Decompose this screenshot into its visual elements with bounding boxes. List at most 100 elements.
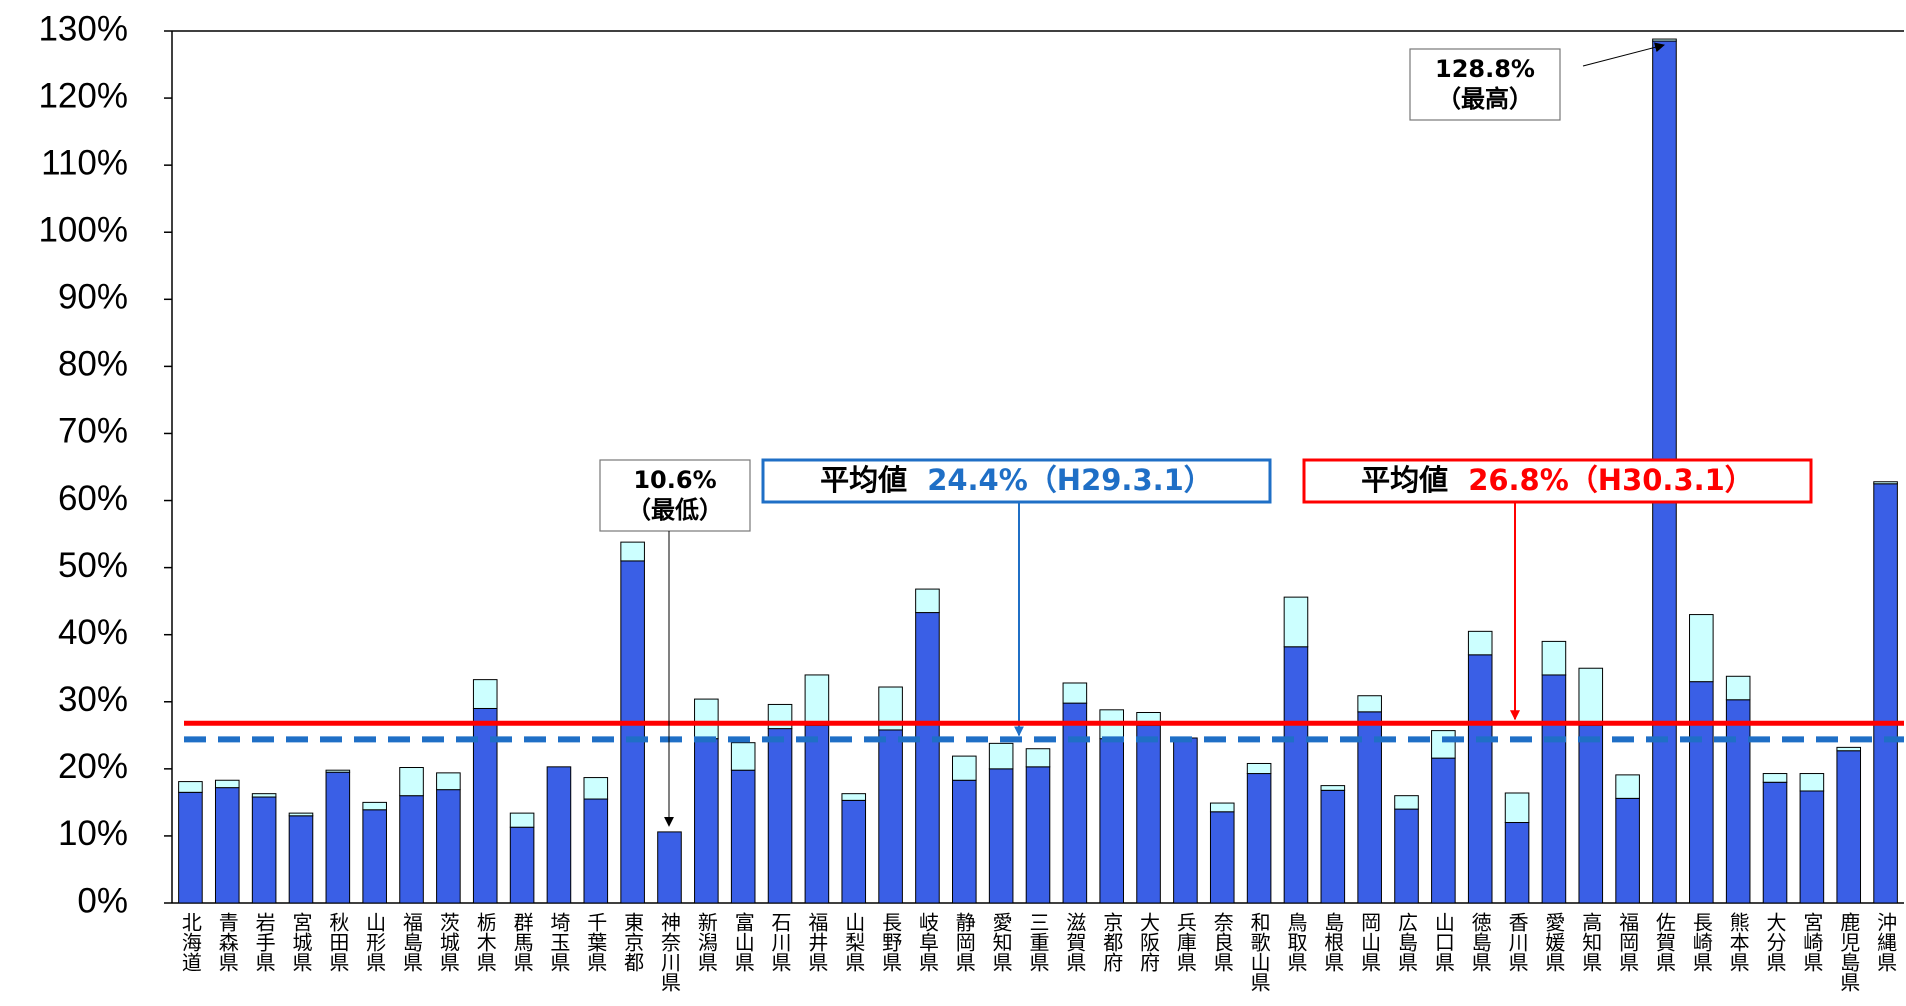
- annotation-arrow: [1582, 42, 1665, 67]
- x-tick-label: 岡山県: [1358, 912, 1382, 972]
- bar-segment: [1578, 667, 1604, 726]
- x-tick-label: 新潟県: [694, 912, 718, 972]
- x-tick-label: 徳島県: [1468, 912, 1492, 972]
- bar-segment: [1762, 781, 1788, 904]
- y-tick-label: 90%: [58, 278, 128, 317]
- x-tick-label: 北海道: [178, 912, 202, 972]
- bar-segment: [1320, 789, 1346, 904]
- bar-segment: [730, 742, 756, 771]
- x-tick-label: 千葉県: [584, 912, 608, 972]
- x-tick-label: 和歌山県: [1247, 912, 1271, 992]
- annotation-note: （最低）: [627, 496, 723, 524]
- x-tick-label: 愛媛県: [1542, 912, 1566, 972]
- x-tick-label: 大阪府: [1137, 912, 1161, 972]
- x-tick-label: 長野県: [879, 912, 903, 972]
- x-tick-label: 静岡県: [952, 912, 976, 972]
- reference-annotation: 平均値 24.4%（H29.3.1）: [820, 463, 1213, 497]
- y-tick-label: 130%: [38, 9, 128, 48]
- x-tick-label: 沖縄県: [1874, 912, 1898, 972]
- annotation-box: [1409, 48, 1561, 121]
- bar-segment: [1541, 640, 1567, 676]
- bar-segment: [1431, 757, 1456, 904]
- bar-segment: [251, 793, 277, 798]
- reference-value-label: 24.4%（H29.3.1）: [927, 463, 1213, 497]
- x-tick-label: 栃木県: [473, 912, 497, 972]
- x-tick-label: 青森県: [215, 912, 239, 972]
- x-tick-label: 兵庫県: [1173, 912, 1197, 972]
- bar-segment: [1799, 773, 1825, 792]
- y-tick-label: 20%: [58, 747, 128, 786]
- bar-segment: [1209, 802, 1235, 813]
- bar-segment: [988, 742, 1014, 770]
- bar-segment: [620, 541, 645, 562]
- bar-segment: [509, 812, 535, 828]
- bar-segment: [730, 769, 756, 904]
- bar-segment: [362, 801, 387, 811]
- bar-segment: [362, 809, 387, 904]
- y-tick-label: 30%: [58, 680, 128, 719]
- bar-segment: [1173, 737, 1198, 904]
- x-tick-label: 島根県: [1321, 912, 1345, 972]
- bar-segment: [878, 729, 903, 904]
- bar-segment: [1578, 724, 1604, 904]
- bar-segment: [841, 799, 867, 904]
- bar-segment: [1873, 481, 1898, 485]
- x-tick-label: 秋田県: [326, 912, 350, 972]
- bar-segment: [952, 779, 977, 904]
- x-tick-label: 岩手県: [252, 912, 276, 972]
- bar-segment: [1431, 730, 1456, 759]
- x-tick-label: 香川県: [1505, 912, 1529, 972]
- bar-segment: [583, 798, 609, 904]
- x-tick-label: 埼玉県: [547, 912, 571, 972]
- bar-segment: [546, 766, 572, 904]
- x-tick-label: 広島県: [1395, 912, 1419, 972]
- bar-segment: [1025, 766, 1051, 904]
- bar-segment: [1467, 654, 1493, 904]
- bar-segment: [1320, 785, 1346, 791]
- bar-segment: [1394, 808, 1419, 904]
- x-tick-label: 鳥取県: [1284, 912, 1308, 972]
- bar-segment: [1394, 795, 1419, 810]
- x-tick-label: 佐賀県: [1652, 912, 1676, 972]
- bar-segment: [583, 777, 609, 800]
- x-tick-label: 富山県: [731, 912, 755, 972]
- bar-segment: [804, 724, 830, 904]
- bar-segment: [214, 787, 240, 904]
- x-tick-label: 群馬県: [510, 912, 534, 972]
- x-tick-label: 石川県: [768, 912, 792, 972]
- reference-value-label: 26.8%（H30.3.1）: [1468, 463, 1754, 497]
- x-tick-label: 三重県: [1026, 912, 1050, 972]
- bar-segment: [1689, 614, 1714, 683]
- bar-segment: [915, 612, 940, 904]
- x-tick-label: 大分県: [1763, 912, 1787, 972]
- x-tick-label: 高知県: [1579, 912, 1603, 972]
- bar-segment: [399, 795, 424, 904]
- bar-segment: [1283, 646, 1309, 904]
- bar-segment: [1062, 702, 1088, 904]
- bar-segment: [436, 772, 461, 791]
- bar-segment: [1873, 483, 1898, 904]
- bar-segment: [1725, 675, 1751, 701]
- bar-segment: [436, 789, 461, 904]
- reference-box: [761, 458, 1272, 504]
- bar-segment: [178, 791, 203, 904]
- y-tick-label: 80%: [58, 345, 128, 384]
- bar-segment: [178, 781, 203, 793]
- bar-segment: [1209, 811, 1235, 904]
- x-tick-label: 茨城県: [436, 912, 460, 972]
- x-tick-label: 神奈川県: [657, 912, 681, 992]
- y-tick-label: 70%: [58, 412, 128, 451]
- bar-segment: [325, 771, 351, 904]
- bar-segment: [952, 755, 977, 781]
- bar-segment: [1025, 748, 1051, 768]
- reference-label: 平均値: [820, 463, 907, 497]
- x-tick-label: 滋賀県: [1063, 912, 1087, 972]
- bar-segment: [1504, 822, 1530, 904]
- bar-segment: [1136, 724, 1161, 904]
- bar-segment: [1467, 630, 1493, 656]
- bar-segment: [1689, 681, 1714, 904]
- x-tick-label: 福井県: [805, 912, 829, 972]
- x-tick-label: 福島県: [400, 912, 424, 972]
- x-tick-label: 熊本県: [1726, 912, 1750, 972]
